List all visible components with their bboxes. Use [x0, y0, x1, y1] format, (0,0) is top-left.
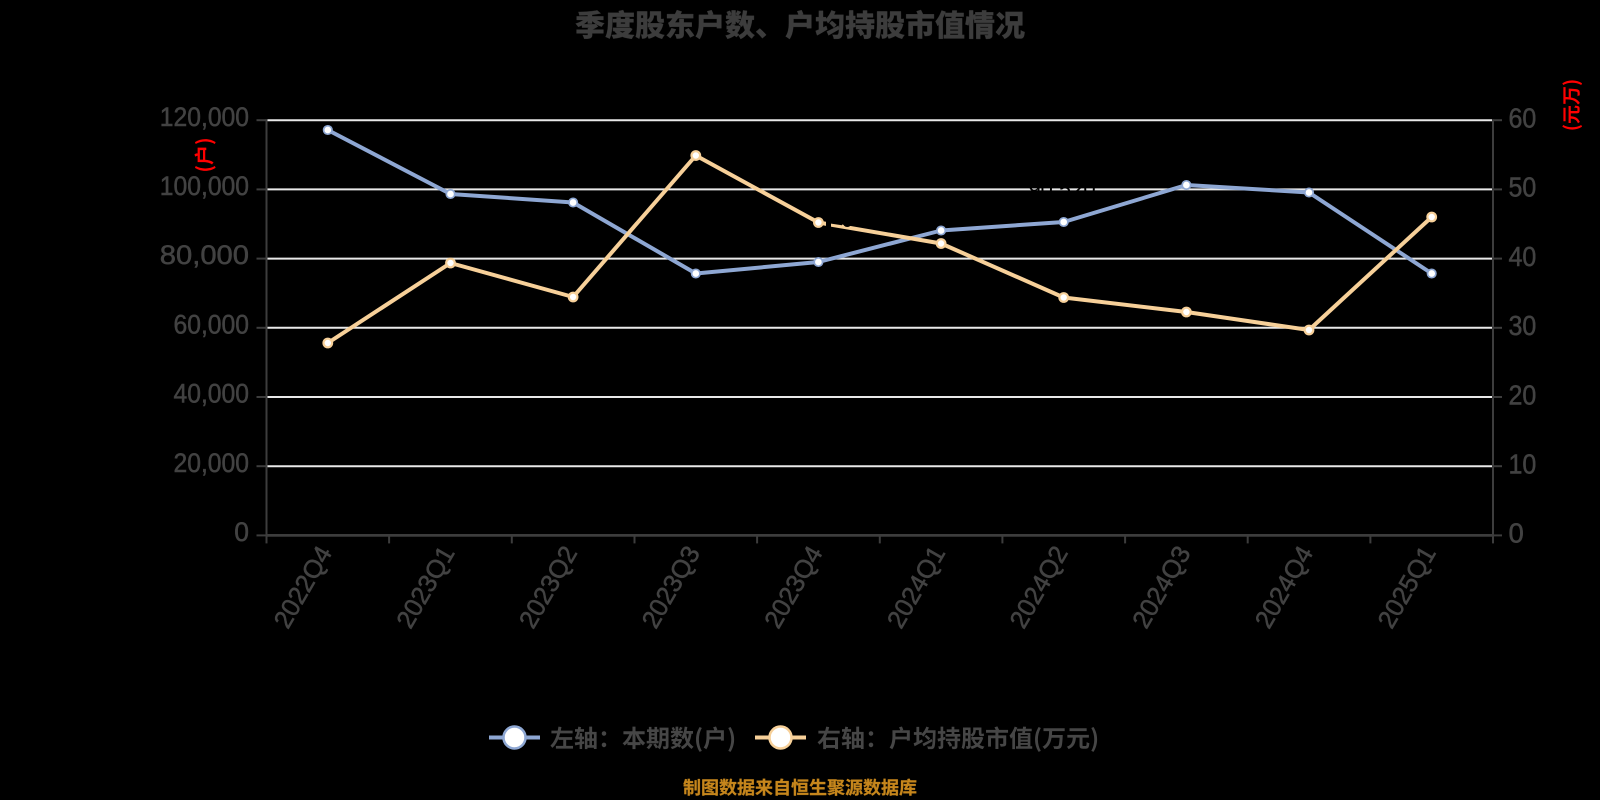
svg-text:20: 20: [1509, 379, 1537, 410]
svg-text:80,000: 80,000: [160, 240, 249, 270]
svg-text:40,000: 40,000: [174, 379, 250, 409]
svg-text:0: 0: [234, 517, 249, 547]
svg-text:100,000: 100,000: [160, 171, 249, 201]
svg-text:50: 50: [1509, 172, 1537, 203]
svg-text:60,000: 60,000: [174, 309, 250, 339]
svg-text:120,000: 120,000: [160, 102, 249, 132]
svg-text:10: 10: [1509, 449, 1537, 480]
svg-text:0: 0: [1509, 518, 1524, 549]
svg-text:30: 30: [1509, 310, 1537, 341]
svg-text:40: 40: [1509, 241, 1537, 272]
svg-text:60: 60: [1509, 103, 1537, 134]
svg-text:20,000: 20,000: [174, 448, 250, 478]
